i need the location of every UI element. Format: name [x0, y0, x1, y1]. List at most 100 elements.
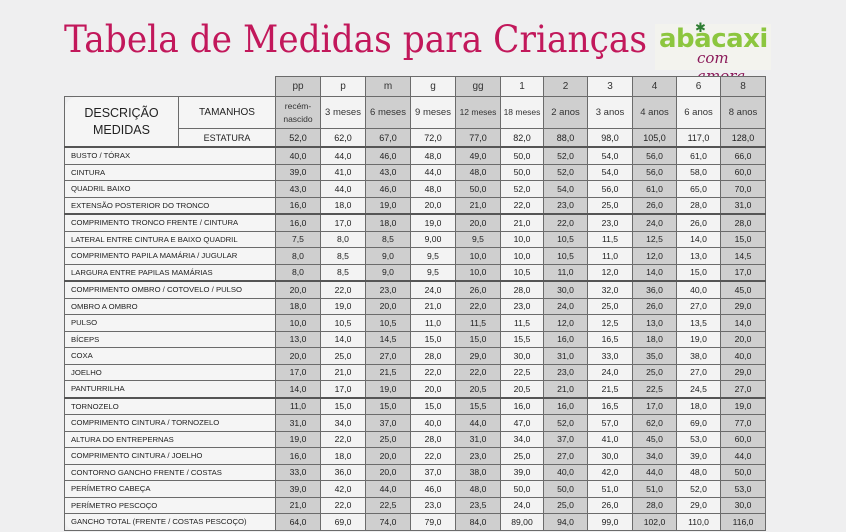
measurement-value: 65,0: [676, 180, 721, 198]
measurement-value: 15,5: [455, 396, 501, 415]
measurement-value: 12,0: [587, 263, 633, 282]
height-row: ESTATURA 52,0 62,0 67,0 72,0 77,0 82,0 88,0 98,…: [65, 128, 766, 148]
measurement-value: 29,0: [455, 347, 501, 365]
measurement-value: 40,0: [275, 146, 321, 165]
height-value: 67,0: [365, 128, 411, 148]
measurement-value: 20,0: [455, 213, 501, 232]
measurement-value: 22,5: [365, 496, 411, 514]
measurement-label: BUSTO / TÓRAX: [64, 146, 276, 165]
measurement-value: 7,5: [275, 230, 321, 248]
size-header-gg: gg: [455, 76, 501, 97]
measurement-value: 10,0: [500, 230, 544, 248]
measurement-value: 38,0: [676, 347, 721, 365]
measurement-value: 16,0: [543, 396, 588, 415]
page-title: Tabela de Medidas para Crianças: [64, 18, 648, 61]
measurement-value: 26,0: [632, 297, 677, 315]
measurement-value: 11,5: [455, 314, 501, 332]
measurement-value: 46,0: [410, 480, 456, 498]
measurement-value: 20,0: [275, 347, 321, 365]
measurement-value: 57,0: [587, 414, 633, 432]
size-header-p: p: [320, 76, 366, 97]
measurement-value: 61,0: [676, 146, 721, 165]
measurement-value: 77,0: [720, 414, 766, 432]
measurement-value: 43,0: [275, 180, 321, 198]
measurement-value: 66,0: [720, 146, 766, 165]
measurement-value: 18,0: [320, 196, 366, 215]
size-header-row: pp p m g gg 1 2 3 4 6 8: [65, 76, 766, 97]
age-header: 3 meses: [320, 96, 366, 129]
table-row: GANCHO TOTAL (FRENTE / COSTAS PESCOÇO) 64…: [64, 513, 766, 531]
measurement-value: 26,0: [455, 280, 501, 299]
measurement-value: 10,0: [500, 247, 544, 265]
age-header: 4 anos: [632, 96, 677, 129]
size-header-1: 1: [500, 76, 544, 97]
table-row: OMBRO A OMBRO 18,0 19,0 20,0 21,0 22,0 23,0 24,…: [64, 297, 766, 315]
size-header-2: 2: [543, 76, 588, 97]
measurement-value: 60,0: [720, 430, 766, 448]
measurement-label: PERÍMETRO CABEÇA: [64, 480, 276, 498]
measurement-value: 15,0: [676, 263, 721, 282]
measurement-value: 25,0: [632, 363, 677, 381]
measurement-value: 18,0: [320, 447, 366, 465]
measurement-value: 39,0: [275, 163, 321, 181]
measurement-value: 22,0: [455, 297, 501, 315]
table-row: COMPRIMENTO TRONCO FRENTE / CINTURA 16,0 1…: [64, 213, 766, 232]
measurement-value: 20,5: [500, 380, 544, 398]
measurement-value: 44,0: [320, 180, 366, 198]
measurement-value: 22,0: [320, 280, 366, 299]
table-row: LATERAL ENTRE CINTURA E BAIXO QUADRIL 7,5…: [64, 230, 766, 248]
measurement-value: 34,0: [500, 430, 544, 448]
measurement-value: 84,0: [455, 513, 501, 531]
measurement-label: BÍCEPS: [64, 330, 276, 348]
measurement-value: 53,0: [676, 430, 721, 448]
measurement-label: COMPRIMENTO CINTURA / TORNOZELO: [64, 414, 276, 432]
measurement-value: 31,0: [275, 414, 321, 432]
measurement-value: 89,00: [500, 513, 544, 531]
measurement-value: 26,0: [676, 213, 721, 232]
measurement-value: 24,0: [632, 213, 677, 232]
measurement-value: 13,0: [275, 330, 321, 348]
measurement-value: 11,0: [410, 314, 456, 332]
size-header-3: 3: [587, 76, 633, 97]
measurement-value: 22,5: [500, 363, 544, 381]
measurement-value: 33,0: [275, 463, 321, 481]
measurement-value: 23,0: [455, 447, 501, 465]
sizes-label: TAMANHOS: [178, 96, 276, 129]
table-row: COMPRIMENTO CINTURA / JOELHO 16,0 18,0 20,0…: [64, 447, 766, 465]
measurement-value: 31,0: [455, 430, 501, 448]
table-row: PERÍMETRO CABEÇA 39,0 42,0 44,0 46,0 48,0 50,0…: [64, 480, 766, 498]
measurement-value: 9,5: [455, 230, 501, 248]
measurement-value: 15,0: [410, 396, 456, 415]
measurement-value: 42,0: [587, 463, 633, 481]
measurement-value: 56,0: [587, 180, 633, 198]
measurement-value: 28,0: [720, 213, 766, 232]
measurement-value: 102,0: [632, 513, 677, 531]
measurement-value: 45,0: [632, 430, 677, 448]
measurement-value: 54,0: [543, 180, 588, 198]
measurement-value: 17,0: [320, 213, 366, 232]
measurement-value: 17,0: [720, 263, 766, 282]
measurement-value: 48,0: [455, 480, 501, 498]
measurement-value: 40,0: [676, 280, 721, 299]
measurement-value: 15,0: [455, 330, 501, 348]
measurement-value: 12,5: [587, 314, 633, 332]
measurement-value: 35,0: [632, 347, 677, 365]
height-value: 88,0: [543, 128, 588, 148]
measurement-value: 48,0: [455, 163, 501, 181]
table-row: LARGURA ENTRE PAPILAS MAMÁRIAS 8,0 8,5 9,0 9…: [64, 263, 766, 282]
measurement-value: 15,0: [365, 396, 411, 415]
measurement-value: 39,0: [500, 463, 544, 481]
measurement-value: 69,0: [320, 513, 366, 531]
measurement-value: 20,0: [275, 280, 321, 299]
measurement-value: 23,5: [455, 496, 501, 514]
measurement-value: 19,0: [720, 396, 766, 415]
measurement-value: 27,0: [720, 380, 766, 398]
measurement-value: 16,0: [275, 213, 321, 232]
measurement-value: 74,0: [365, 513, 411, 531]
measurement-value: 62,0: [632, 414, 677, 432]
measurement-value: 25,0: [365, 430, 411, 448]
measurement-value: 21,5: [365, 363, 411, 381]
measurement-value: 24,0: [543, 297, 588, 315]
measurement-value: 99,0: [587, 513, 633, 531]
table-body: BUSTO / TÓRAX 40,0 44,0 46,0 48,0 49,0 50,0 52,…: [64, 146, 766, 531]
